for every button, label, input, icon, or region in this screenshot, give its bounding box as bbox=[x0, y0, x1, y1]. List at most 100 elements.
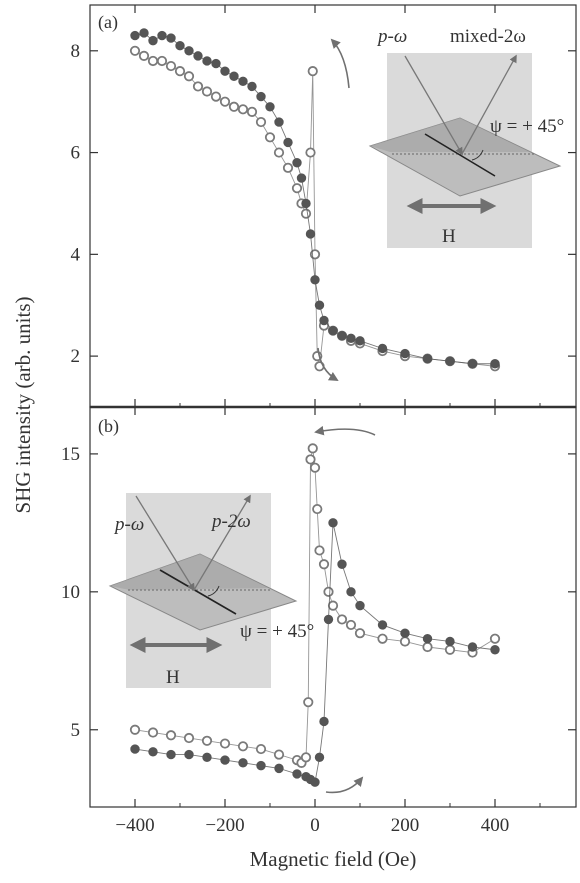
panel-b-point-open bbox=[305, 454, 316, 465]
inset-b: p-ω p-2ω ψ = + 45° H bbox=[108, 493, 314, 688]
panel-b-point-filled bbox=[256, 760, 266, 771]
panel-b-point-open bbox=[237, 741, 249, 752]
y-tick-label: 6 bbox=[71, 143, 81, 164]
panel-a-point-open bbox=[210, 91, 222, 102]
x-tick-label: −200 bbox=[205, 815, 244, 836]
panel-a-point-filled bbox=[310, 275, 320, 285]
inset-a-plane-shade bbox=[370, 118, 530, 152]
inset-a-field-label: H bbox=[442, 226, 456, 247]
sweep-arrow-b-bottom bbox=[325, 776, 364, 794]
panel-b-point-filled bbox=[337, 559, 347, 569]
panel-a-point-filled bbox=[301, 198, 311, 209]
panel-a-point-filled bbox=[305, 229, 316, 239]
panel-a-point-filled bbox=[274, 117, 284, 127]
panel-a-point-filled bbox=[337, 331, 347, 341]
panel-a-point-filled bbox=[283, 137, 293, 148]
y-tick-label: 4 bbox=[71, 244, 81, 265]
sweep-arrow-a-bottom bbox=[317, 347, 339, 381]
y-axis-label: SHG intensity (arb. units) bbox=[11, 297, 35, 514]
panel-b-point-open bbox=[489, 633, 501, 644]
panel-a-point-filled bbox=[175, 41, 185, 51]
y-tick-label: 2 bbox=[71, 346, 81, 367]
panel-a-point-filled bbox=[166, 33, 176, 43]
panel-a-point-filled bbox=[445, 356, 455, 366]
panel-a-point-filled bbox=[346, 333, 356, 344]
panel-a-point-open bbox=[246, 106, 258, 117]
panel-b-point-filled bbox=[274, 763, 284, 774]
x-tick-label: 400 bbox=[481, 815, 510, 836]
panel-b-point-open bbox=[318, 559, 330, 570]
panel-a-point-open bbox=[282, 162, 294, 173]
panel-b-point-open bbox=[165, 730, 177, 741]
panel-b-point-filled bbox=[323, 614, 334, 625]
panel-a-point-filled bbox=[265, 102, 275, 112]
panel-a-point-filled bbox=[400, 348, 410, 359]
panel-a-point-open bbox=[165, 60, 177, 72]
y-tick-label: 8 bbox=[71, 41, 81, 62]
panel-a-point-filled bbox=[139, 28, 149, 38]
panel-a-point-open bbox=[174, 66, 186, 77]
inset-b-incident-beam bbox=[135, 495, 195, 592]
panel-b-point-filled bbox=[467, 642, 478, 652]
panel-b-point-filled bbox=[319, 716, 329, 727]
x-axis-label: Magnetic field (Oe) bbox=[250, 847, 417, 871]
panel-a-point-filled bbox=[490, 359, 500, 369]
inset-b-surface-line bbox=[159, 569, 237, 615]
panel-a-point-filled bbox=[184, 46, 194, 56]
panel-a-point-filled bbox=[220, 66, 230, 76]
panel-a-point-open bbox=[291, 183, 303, 194]
y-tick-label: 15 bbox=[61, 444, 80, 465]
y-tick-label: 10 bbox=[61, 582, 80, 603]
panel-b-point-filled bbox=[292, 769, 302, 779]
sweep-arrow-a-top bbox=[330, 38, 350, 89]
panel-a-point-filled bbox=[202, 56, 212, 66]
panel-a-point-filled bbox=[355, 336, 365, 346]
inset-a-incident-label: p-ω bbox=[376, 26, 407, 47]
panel-b-point-open bbox=[219, 738, 231, 749]
panel-b-point-open bbox=[345, 619, 357, 631]
panel-b-point-filled bbox=[490, 645, 500, 655]
panel-a-point-filled bbox=[238, 76, 248, 87]
panel-a-point-open bbox=[219, 96, 231, 107]
panel-a-point-open bbox=[129, 45, 141, 56]
panel-b-point-open bbox=[307, 443, 318, 454]
panel-a-point-open bbox=[183, 71, 195, 82]
panel-a-point-filled bbox=[467, 359, 478, 369]
panel-a-point-filled bbox=[296, 173, 307, 183]
panel-a-point-open bbox=[192, 81, 204, 92]
panel-b-point-filled bbox=[310, 777, 320, 787]
panel-b-point-open bbox=[300, 752, 312, 763]
inset-b-reflected-beam bbox=[193, 494, 251, 591]
panel-b-label: (b) bbox=[98, 416, 119, 437]
inset-a: p-ω mixed-2ω ψ = + 45° H bbox=[368, 26, 564, 248]
x-tick-label: −400 bbox=[115, 815, 154, 836]
panel-b-point-filled bbox=[355, 600, 365, 611]
panel-b-point-open bbox=[399, 636, 411, 647]
panel-a-point-filled bbox=[193, 51, 203, 61]
panel-a-point-filled bbox=[314, 300, 325, 310]
panel-a-point-open bbox=[147, 55, 159, 67]
panel-b-point-open bbox=[183, 732, 195, 744]
panel-b-point-filled bbox=[166, 749, 176, 760]
panel-b-point-open bbox=[354, 628, 366, 639]
inset-b-angle-arc bbox=[207, 585, 220, 597]
inset-a-angle-label: ψ = + 45° bbox=[490, 116, 564, 137]
panel-a-point-open bbox=[138, 50, 150, 61]
panel-b-point-filled bbox=[148, 747, 158, 757]
panel-a-point-filled bbox=[256, 91, 266, 102]
sweep-arrow-b-top bbox=[314, 425, 376, 436]
x-tick-label: 0 bbox=[310, 815, 320, 836]
panel-a-point-filled bbox=[157, 30, 167, 41]
panel-a-point-open bbox=[156, 55, 168, 67]
panel-b-point-open bbox=[255, 743, 267, 755]
panel-b-point-filled bbox=[422, 634, 433, 644]
panel-b-point-open bbox=[422, 641, 433, 653]
panel-a-point-open bbox=[201, 86, 213, 97]
panel-b-point-open bbox=[314, 545, 325, 556]
x-tick-label: 200 bbox=[391, 815, 420, 836]
panel-a-point-open bbox=[228, 101, 240, 112]
panel-a-ticks: 2 4 6 8 bbox=[71, 5, 576, 407]
panel-b-point-open bbox=[336, 614, 348, 625]
panel-a-point-filled bbox=[247, 81, 257, 92]
inset-b-incident-label: p-ω bbox=[113, 514, 144, 535]
